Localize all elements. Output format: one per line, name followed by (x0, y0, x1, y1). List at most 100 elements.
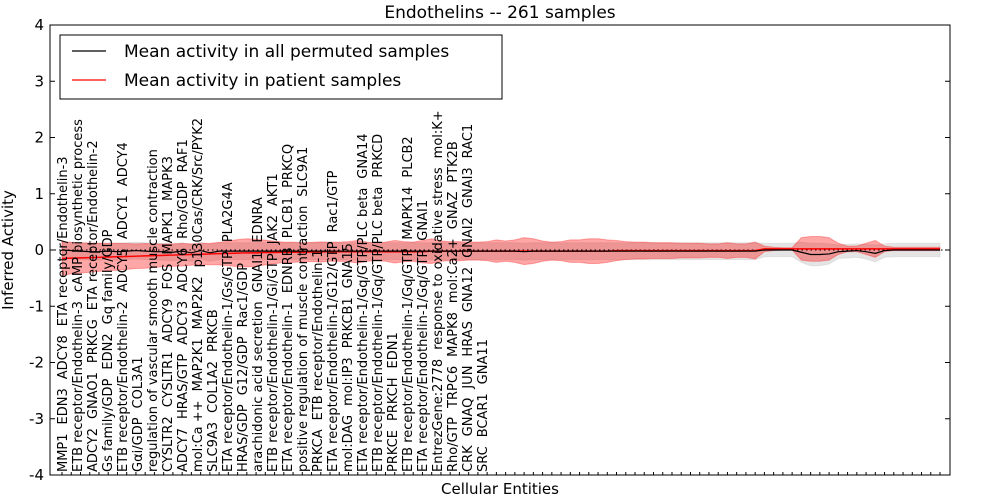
x-tick-label: PRKCG (86, 319, 101, 363)
x-tick-label: Rac1/GDP (236, 263, 251, 328)
x-tick-label: MAPK3 (161, 156, 176, 201)
x-tick-label: Rac1/GTP (326, 170, 341, 232)
x-tick-label: EDN1 (386, 332, 401, 368)
x-tick-label: mol:Ca2+ (446, 238, 461, 303)
x-tick-label: CRK (461, 445, 476, 472)
x-tick-label: HRAS/GDP (236, 404, 251, 472)
legend: Mean activity in all permuted samples Me… (59, 34, 503, 100)
x-tick-label: GNA11 (476, 339, 491, 384)
x-tick-label: JAK2 (266, 215, 281, 245)
x-tick-label: EDNRA (251, 197, 266, 242)
x-tick-label: PRKCE (386, 430, 401, 472)
x-tick-label: GNA14 (356, 133, 371, 178)
y-tick-label: -2 (29, 354, 44, 372)
x-tick-label: MAP2K1 (191, 338, 206, 391)
x-tick-label: ETB receptor/Endothelin-1 (311, 249, 326, 420)
x-tick-label: GNAQ (461, 398, 476, 437)
x-tick-label: ETA receptor/Endothelin-1/Gs/GTP (221, 251, 236, 472)
x-tick-label: ETA receptor/Endothelin-3 (56, 156, 71, 326)
x-tick-label: JUN (461, 366, 476, 390)
x-tick-label: CYSLTR1 (161, 352, 176, 408)
x-tick-label: ETA receptor/Endothelin-1 (281, 302, 296, 472)
x-tick-label: ADCY2 (86, 428, 101, 472)
x-tick-label: ADCY4 (116, 142, 131, 186)
plot-area-frame (49, 24, 951, 476)
series-lines (61, 248, 940, 260)
y-axis-label: Inferred Activity (0, 190, 17, 310)
x-tick-label: ETB receptor/Endothelin-1/Gq/GTP (401, 249, 416, 472)
x-axis-label: Cellular Entities (441, 480, 559, 498)
x-tick-label: ETA receptor/Endothelin-1/G12/GTP (326, 241, 341, 472)
x-tick-label: ETB receptor/Endothelin-1/Gi/GTP (266, 253, 281, 472)
y-axis-ticks: -4 -3 -2 -1 0 1 2 3 4 (29, 16, 950, 484)
x-tick-label: GNAI1 (416, 200, 431, 241)
x-tick-label: Gq family/GDP (101, 229, 116, 324)
y-tick-label: 1 (34, 185, 44, 203)
x-tick-label: GNAI1 (251, 252, 266, 293)
x-tick-label: AKT1 (266, 173, 281, 206)
x-tick-label: EDNRB (281, 247, 296, 293)
permuted-band (61, 241, 941, 267)
x-tick-label: PTK2B (446, 141, 461, 183)
y-tick-label: -4 (29, 466, 44, 484)
x-tick-label: positive regulation of muscle contractio… (296, 206, 311, 472)
x-tick-label: RAC1 (461, 124, 476, 159)
x-tick-label: GNAZ (446, 192, 461, 230)
y-tick-label: 3 (34, 72, 44, 90)
x-tick-label: PLCB2 (401, 136, 416, 177)
x-tick-label: SLC9A1 (296, 147, 311, 197)
x-tick-label: PLCB1 (281, 197, 296, 238)
x-tick-label: EntrezGene:2778 (431, 359, 446, 472)
x-tick-label: MAPK1 (161, 210, 176, 255)
x-tick-label: PRKCH (386, 377, 401, 421)
x-tick-label: PLA2G4A (221, 182, 236, 242)
x-tick-label: MAP2K2 (191, 276, 206, 329)
y-tick-label: -3 (29, 410, 44, 428)
x-tick-label: ADCY7 (176, 428, 191, 472)
x-tick-label: PRKCA (311, 429, 326, 472)
x-tick-label: GNAI3 (461, 167, 476, 208)
x-tick-label: EDN2 (101, 333, 116, 369)
x-tick-label: Rho/GTP (446, 417, 461, 472)
x-tick-label: response to oxidative stress (431, 167, 446, 350)
x-tick-label: PRKCB (206, 309, 221, 352)
x-tick-label: cAMP biosynthetic process (71, 119, 86, 292)
x-tick-label: PRKCD (371, 134, 386, 178)
x-tick-label: BCAR1 (476, 393, 491, 437)
x-tick-label: ADCY9 (161, 299, 176, 343)
legend-frame (59, 34, 503, 100)
x-tick-label: ADCY1 (116, 195, 131, 239)
x-tick-label: SLC9A3 (206, 422, 221, 472)
x-tick-label: MAPK14 (401, 187, 416, 240)
permuted-mean-line (61, 249, 940, 256)
x-tick-label: PRKCQ (281, 144, 296, 188)
x-tick-label: GNA15 (341, 243, 356, 288)
x-tick-label: Rho/GDP (176, 181, 191, 239)
x-tick-label: COL1A2 (206, 361, 221, 413)
x-tick-label: ETB receptor/Endothelin-1/Gq/GTP/PLC bet… (371, 187, 386, 472)
x-tick-label: ETA receptor/Endothelin-1/Gq/GTP (416, 250, 431, 472)
x-tick-label: CYSLTR2 (161, 416, 176, 472)
x-tick-label: TRPC6 (446, 366, 461, 409)
y-tick-label: -1 (29, 297, 44, 315)
chart-title: Endothelins -- 261 samples (384, 3, 615, 23)
x-tick-label: Gαi/GDP (131, 417, 146, 472)
x-tick-label: PRKCB1 (341, 297, 356, 348)
legend-label-permuted: Mean activity in all permuted samples (124, 42, 449, 62)
x-tick-label: HRAS (461, 321, 476, 356)
x-tick-label: MAPK8 (446, 312, 461, 357)
x-tick-label: SRC (476, 446, 491, 472)
y-tick-label: 0 (34, 241, 44, 259)
x-tick-label: HRAS/GTP (176, 354, 191, 419)
x-tick-label: GNAO1 (86, 372, 101, 419)
x-tick-label: EDN3 (56, 388, 71, 424)
x-tick-label: mol:IP3 (341, 357, 356, 406)
x-tick-label: regulation of vascular smooth muscle con… (146, 149, 161, 472)
x-tick-label: ETB receptor/Endothelin-2 (116, 301, 131, 472)
x-tick-label: arachidonic acid secretion (251, 301, 266, 472)
x-tick-label: G12/GDP (236, 336, 251, 395)
x-tick-label: Gs family/GDP (101, 378, 116, 472)
x-tick-label: MMP1 (56, 433, 71, 472)
